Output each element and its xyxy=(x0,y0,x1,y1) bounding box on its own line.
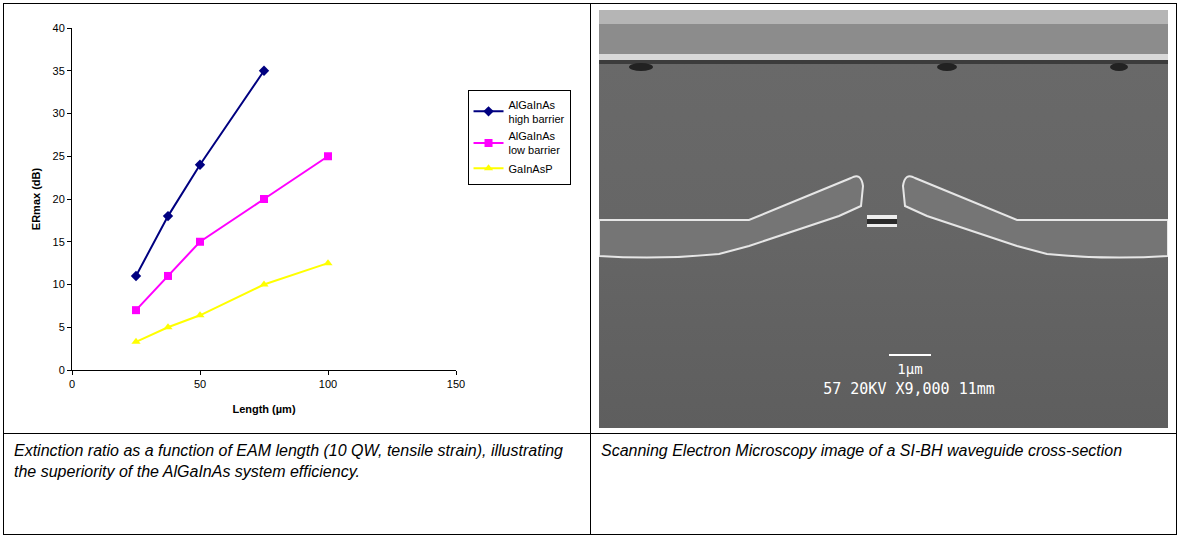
svg-text:10: 10 xyxy=(53,278,65,290)
html-text:Extinction ratio as a function: Extinction ratio as a function of EAM le… xyxy=(14,442,563,480)
svg-text:0: 0 xyxy=(69,378,75,390)
html-text:Scanning Electron Microscopy i: Scanning Electron Microscopy image of a … xyxy=(601,442,1123,459)
svg-text:35: 35 xyxy=(53,65,65,77)
svg-text:100: 100 xyxy=(319,378,337,390)
svg-text:40: 40 xyxy=(53,22,65,34)
svg-text:30: 30 xyxy=(53,107,65,119)
svg-text:5: 5 xyxy=(59,321,65,333)
svg-text:57 20KV X9,000 11mm: 57 20KV X9,000 11mm xyxy=(823,380,995,398)
svg-text:50: 50 xyxy=(194,378,206,390)
svg-text:ERmax (dB): ERmax (dB) xyxy=(30,167,42,230)
svg-text:GaInAsP: GaInAsP xyxy=(509,163,553,175)
svg-text:15: 15 xyxy=(53,236,65,248)
svg-text:0: 0 xyxy=(59,364,65,376)
svg-text:20: 20 xyxy=(53,193,65,205)
svg-text:1μm: 1μm xyxy=(897,361,922,377)
svg-text:Length (µm): Length (µm) xyxy=(232,403,295,415)
svg-text:AlGaInAshigh barrier: AlGaInAshigh barrier xyxy=(509,99,565,125)
svg-text:25: 25 xyxy=(53,150,65,162)
svg-text:AlGaInAslow barrier: AlGaInAslow barrier xyxy=(509,130,561,156)
svg-text:150: 150 xyxy=(447,378,465,390)
